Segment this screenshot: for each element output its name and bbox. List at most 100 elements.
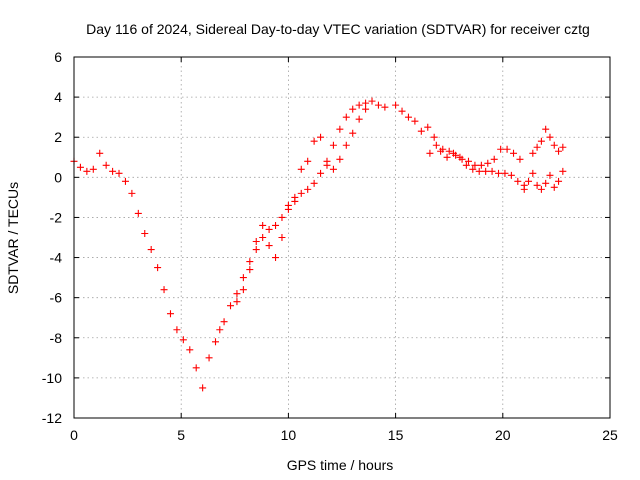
data-point (555, 147, 563, 155)
data-point (141, 229, 149, 237)
data-point (291, 193, 299, 201)
data-point (458, 155, 466, 163)
x-tick-label: 15 (388, 427, 404, 443)
data-point (147, 246, 155, 254)
data-point (272, 221, 280, 229)
data-point (336, 125, 344, 133)
data-point (452, 151, 460, 159)
data-point (278, 234, 286, 241)
data-point (115, 169, 123, 177)
data-point (477, 161, 485, 169)
y-tick-label: 2 (54, 129, 62, 145)
x-axis-label: GPS time / hours (287, 457, 394, 473)
data-point (239, 274, 247, 282)
data-point (432, 141, 440, 149)
data-point (310, 179, 318, 187)
x-tick-label: 25 (602, 427, 618, 443)
data-point (220, 318, 228, 326)
data-point (445, 147, 453, 155)
data-point (469, 165, 477, 173)
data-point (464, 157, 472, 165)
data-point (550, 183, 558, 191)
data-point (362, 99, 370, 107)
data-point (102, 161, 110, 169)
data-point (501, 169, 509, 177)
data-point (259, 221, 267, 229)
data-point (216, 326, 224, 334)
data-point (192, 364, 200, 372)
data-point (462, 161, 470, 169)
data-point (154, 264, 162, 272)
data-point (304, 185, 312, 193)
data-point (205, 354, 213, 362)
data-point (265, 225, 273, 233)
axis-ticks: 0 5 10 15 20 25 -12 -10 -8 -6 -4 -2 0 2 4 6 (42, 49, 618, 443)
data-point (186, 346, 194, 354)
data-point (199, 384, 207, 392)
data-point (96, 149, 104, 157)
data-point (488, 167, 496, 175)
data-point (304, 157, 312, 165)
data-point (368, 97, 376, 105)
data-point (329, 165, 337, 173)
data-point (546, 133, 554, 141)
data-point (546, 171, 554, 179)
data-point (550, 141, 558, 149)
data-point (134, 209, 142, 217)
data-point (246, 258, 254, 266)
grid (74, 57, 610, 418)
data-point (239, 286, 247, 294)
data-point (555, 177, 563, 185)
data-point (233, 290, 241, 298)
data-point (424, 123, 432, 131)
y-tick-label: -10 (42, 370, 62, 386)
x-tick-label: 20 (495, 427, 511, 443)
data-point (525, 177, 533, 185)
x-tick-label: 0 (70, 427, 78, 443)
y-tick-label: 0 (54, 169, 62, 185)
y-tick-label: -8 (50, 330, 63, 346)
chart-title: Day 116 of 2024, Sidereal Day-to-day VTE… (86, 21, 590, 37)
x-tick-label: 10 (281, 427, 297, 443)
data-point (121, 177, 129, 185)
data-point (426, 149, 434, 157)
data-point (520, 185, 528, 193)
data-point (160, 286, 168, 294)
data-point (430, 133, 438, 141)
y-tick-label: 6 (54, 49, 62, 65)
data-point (374, 101, 382, 109)
data-point (398, 107, 406, 115)
data-point (529, 169, 537, 177)
data-point (417, 127, 425, 135)
data-point (484, 159, 492, 167)
y-tick-label: -6 (50, 290, 63, 306)
data-point (392, 101, 400, 109)
data-point (533, 181, 541, 189)
y-tick-label: -2 (50, 209, 63, 225)
data-point (355, 101, 363, 109)
data-point (297, 189, 305, 197)
data-point (252, 238, 260, 246)
plot-frame (73, 56, 611, 419)
data-point (109, 167, 117, 175)
data-point (272, 254, 280, 262)
data-point (259, 234, 267, 241)
data-point (227, 302, 235, 310)
data-point (482, 167, 490, 175)
data-point (362, 105, 370, 113)
data-point (490, 155, 498, 163)
data-point (542, 125, 550, 133)
data-point (179, 336, 187, 344)
data-point (297, 165, 305, 173)
data-point (411, 117, 419, 125)
data-point (516, 155, 524, 163)
data-point (128, 189, 136, 197)
data-point (475, 167, 483, 175)
data-point (336, 155, 344, 163)
data-point (503, 145, 511, 153)
data-point (355, 115, 363, 123)
y-tick-label: 4 (54, 89, 62, 105)
data-point (278, 213, 286, 221)
data-point (76, 163, 84, 171)
